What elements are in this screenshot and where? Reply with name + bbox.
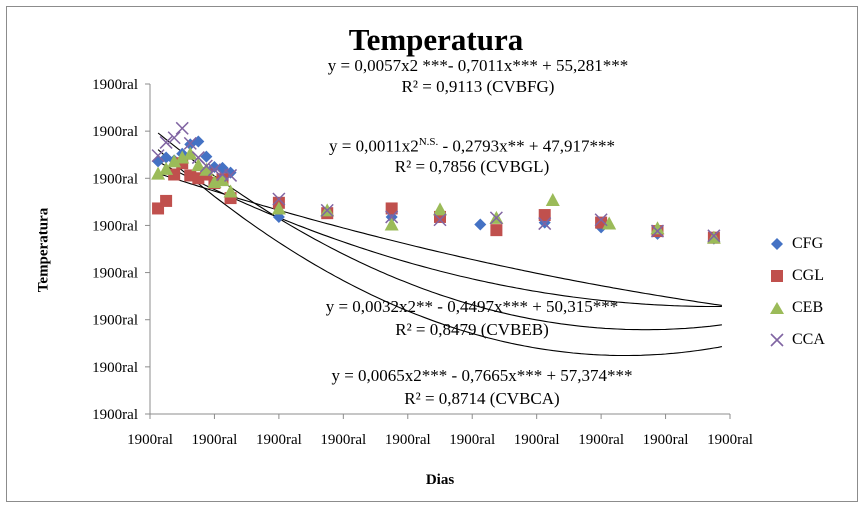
point-cca (159, 135, 173, 149)
legend-item-ceb: CEB (766, 292, 825, 324)
point-ceb (215, 173, 230, 187)
point-cca (199, 159, 213, 173)
legend-label-ceb: CEB (792, 299, 824, 316)
point-ceb (175, 150, 190, 164)
point-cgl (490, 224, 503, 237)
point-ceb (191, 158, 206, 172)
y-tick-label: 1900ral (92, 360, 138, 376)
point-ceb (199, 162, 214, 176)
point-cgl (160, 194, 173, 207)
point-ceb (151, 166, 166, 180)
x-tick-label: 1900ral (127, 432, 173, 448)
legend-item-cca: CCA (766, 324, 825, 356)
equation-cvbeb: y = 0,0032x2** - 0,4497x*** + 50,315*** (325, 297, 619, 316)
trendlines (157, 132, 723, 357)
equation-cvbca: y = 0,0065x2*** - 0,7665x*** + 57,374*** (331, 366, 633, 385)
point-ceb (223, 184, 238, 198)
diamond-marker-icon (771, 238, 783, 250)
point-ceb (271, 201, 286, 215)
point-cca (151, 149, 165, 163)
point-cca (594, 213, 608, 227)
point-cca (175, 121, 189, 135)
point-cca (272, 192, 286, 206)
point-cca (224, 168, 238, 182)
r2-cvbgl: R² = 0,7856 (CVBGL) (394, 157, 550, 176)
r2-cvbfg: R² = 0,9113 (CVBFG) (401, 77, 555, 96)
equation-cvbgl-superscript: N.S. (418, 136, 439, 148)
x-tick-label: 1900ral (256, 432, 302, 448)
x-tick-label: 1900ral (707, 432, 753, 448)
legend-item-cgl: CGL (766, 260, 825, 292)
chart-frame (6, 6, 858, 502)
point-cgl (385, 202, 398, 215)
x-tick-label: 1900ral (385, 432, 431, 448)
point-cfg (474, 218, 487, 231)
r2-cvbeb: R² = 0,8479 (CVBEB) (395, 320, 549, 339)
point-cca (207, 163, 221, 177)
x-tick-label: 1900ral (320, 432, 366, 448)
y-tick-label: 1900ral (92, 313, 138, 329)
y-axis-label: Temperatura (35, 207, 52, 293)
x-axis-label: Dias (425, 472, 455, 488)
legend-label-cca: CCA (792, 331, 825, 348)
point-cgl (595, 216, 608, 229)
point-ceb (706, 230, 721, 244)
point-ceb (602, 216, 617, 230)
x-tick-label: 1900ral (449, 432, 495, 448)
data-points (151, 121, 721, 245)
point-cgl (538, 209, 551, 222)
point-cca (538, 217, 552, 231)
point-ceb (545, 192, 560, 206)
y-tick-label: 1900ral (92, 77, 138, 93)
y-tick-label: 1900ral (92, 124, 138, 140)
point-ceb (384, 217, 399, 231)
y-tick-label: 1900ral (92, 218, 138, 234)
point-cca (320, 203, 334, 217)
point-cca (385, 210, 399, 224)
point-ceb (183, 146, 198, 160)
x-tick-label: 1900ral (514, 432, 560, 448)
r2-cvbca: R² = 0,8714 (CVBCA) (404, 389, 560, 408)
equation-cvbfg: y = 0,0057x2 ***- 0,7011x*** + 55,281*** (327, 56, 629, 75)
point-cca (489, 211, 503, 225)
trendline-cvbeb (157, 161, 722, 308)
point-cca (433, 213, 447, 227)
legend-label-cgl: CGL (792, 267, 824, 284)
trendline-cvbfg (157, 132, 722, 331)
y-tick-label: 1900ral (92, 171, 138, 187)
legend: CFG CGL CEB CCA (766, 228, 825, 356)
triangle-marker-icon (770, 302, 784, 314)
legend-label-cfg: CFG (792, 235, 824, 252)
equation-cvbgl: y = 0,0011x2N.S. - 0,2793x** + 47,917*** (329, 132, 615, 157)
trendline-cvbca (157, 149, 723, 357)
point-cca (707, 229, 721, 243)
equation-cvbgl-part-a: y = 0,0011x2 (328, 136, 419, 156)
x-marker-icon (770, 333, 784, 347)
point-ceb (159, 161, 174, 175)
trendline-cvbgl (157, 172, 722, 306)
legend-item-cfg: CFG (766, 228, 825, 260)
x-tick-label: 1900ral (578, 432, 624, 448)
x-tick-label: 1900ral (192, 432, 238, 448)
point-cca (167, 131, 181, 145)
axes: 1900ral 1900ral 1900ral 1900ral 1900ral 1900r… (92, 77, 753, 448)
y-tick-label: 1900ral (92, 266, 138, 282)
y-tick-label: 1900ral (92, 407, 138, 423)
point-cfg (200, 150, 213, 163)
equation-cvbgl-part-b: - 0,2793x** + 47,917*** (438, 136, 616, 156)
x-tick-label: 1900ral (643, 432, 689, 448)
point-ceb (650, 221, 665, 235)
point-ceb (433, 202, 447, 216)
point-ceb (167, 154, 182, 168)
chart-title: Temperatura (348, 22, 524, 57)
point-cca (650, 224, 665, 238)
point-cca (183, 136, 197, 150)
square-marker-icon (771, 270, 783, 282)
